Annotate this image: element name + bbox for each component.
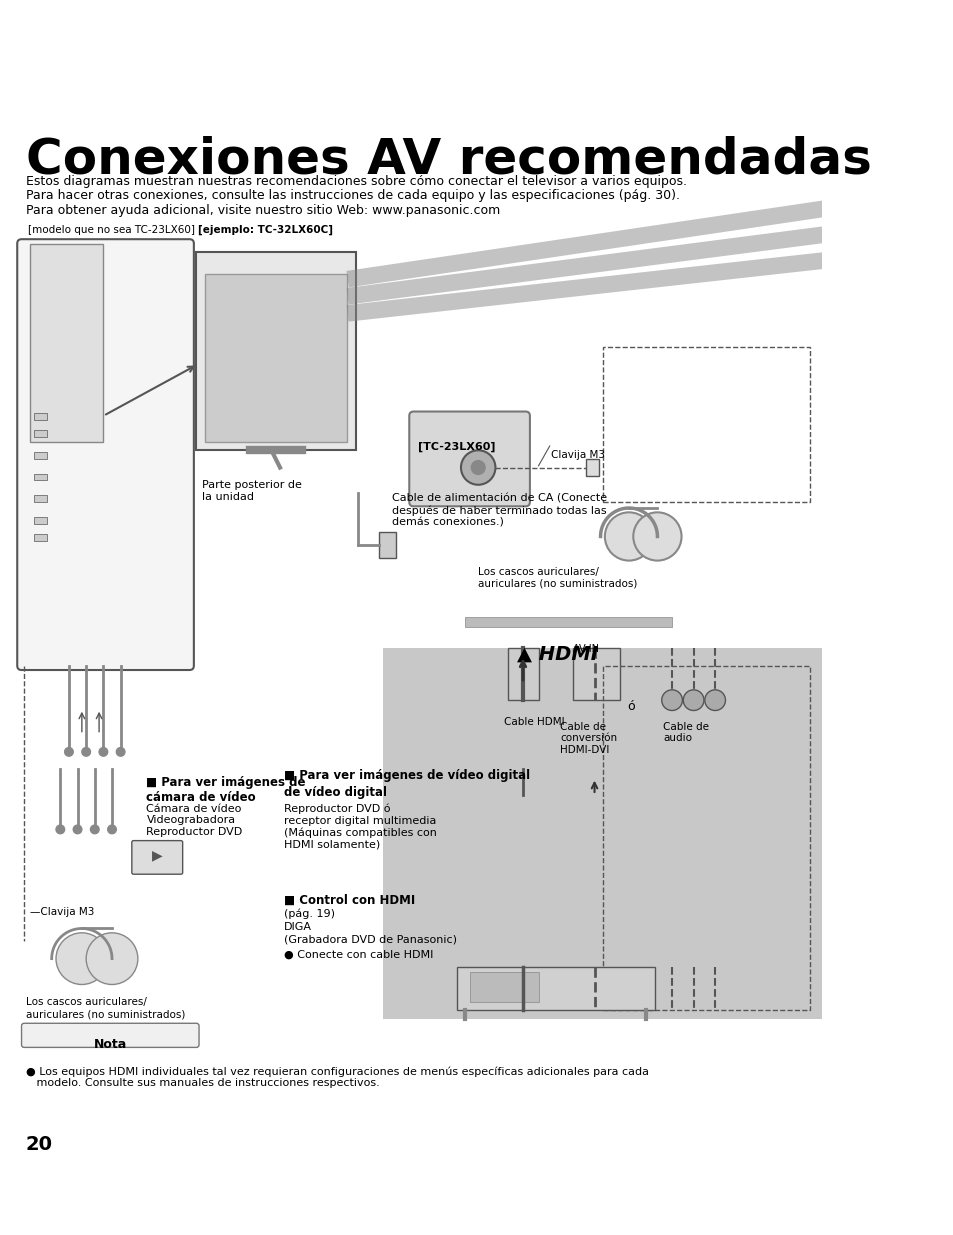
Bar [602,347,809,501]
Circle shape [82,747,91,756]
FancyBboxPatch shape [22,1024,199,1047]
FancyBboxPatch shape [409,411,529,506]
Bar [34,473,48,480]
Text: Cámara de vídeo
Videograbadora
Reproductor DVD: Cámara de vídeo Videograbadora Reproduct… [147,804,242,837]
Circle shape [661,690,681,710]
Circle shape [56,825,65,834]
Circle shape [56,932,108,984]
Text: Cable HDMI: Cable HDMI [503,718,564,727]
Circle shape [471,461,484,474]
Text: Reproductor DVD ó
receptor digital multimedia
(Máquinas compatibles con
HDMI sol: Reproductor DVD ó receptor digital multi… [284,804,436,850]
Bar [508,648,537,700]
Bar [378,532,395,558]
Text: Los cascos auriculares/
auriculares (no suministrados): Los cascos auriculares/ auriculares (no … [26,998,185,1019]
Circle shape [704,690,724,710]
Bar [573,648,619,700]
Text: —Clavija M3: —Clavija M3 [30,906,94,916]
Circle shape [633,513,680,561]
Text: 20: 20 [26,1135,52,1155]
Circle shape [65,747,73,756]
Text: Parte posterior de
la unidad: Parte posterior de la unidad [202,480,302,503]
Text: ● Los equipos HDMI individuales tal vez requieran configuraciones de menús espec: ● Los equipos HDMI individuales tal vez … [26,1066,648,1088]
Text: DIGA
(Grabadora DVD de Panasonic): DIGA (Grabadora DVD de Panasonic) [284,923,456,944]
Text: Cable de alimentación de CA (Conecte
después de haber terminado todas las
demás : Cable de alimentación de CA (Conecte des… [392,493,606,527]
Bar [196,252,355,451]
Text: ■ Control con HDMI: ■ Control con HDMI [284,894,416,906]
Circle shape [460,451,495,485]
Text: ▶: ▶ [152,848,162,862]
Bar [585,459,598,477]
Text: [modelo que no sea TC-23LX60]: [modelo que no sea TC-23LX60] [28,225,194,235]
Text: Conexiones AV recomendadas: Conexiones AV recomendadas [26,136,871,184]
Bar [34,414,48,420]
Text: ■ Para ver imágenes de
cámara de vídeo: ■ Para ver imágenes de cámara de vídeo [147,776,306,804]
Circle shape [116,747,125,756]
Text: [ejemplo: TC-32LX60C]: [ejemplo: TC-32LX60C] [198,225,333,235]
Bar [34,516,48,524]
Bar [465,616,671,627]
Text: (pág. 19): (pág. 19) [284,909,335,919]
Bar [469,972,537,1002]
Bar [602,666,809,1010]
Circle shape [91,825,99,834]
Text: Nota: Nota [93,1037,127,1051]
Circle shape [86,932,138,984]
Bar [456,967,654,1010]
Text: ● Conecte con cable HDMI: ● Conecte con cable HDMI [284,950,434,960]
Circle shape [73,825,82,834]
Text: Los cascos auriculares/
auriculares (no suministrados): Los cascos auriculares/ auriculares (no … [477,567,637,588]
Text: ■ Para ver imágenes de vídeo digital: ■ Para ver imágenes de vídeo digital [284,769,530,782]
Text: Cable de
audio: Cable de audio [662,721,709,743]
Text: de vídeo digital: de vídeo digital [284,787,387,799]
Bar [34,431,48,437]
Text: ó: ó [627,700,635,713]
FancyBboxPatch shape [17,240,193,671]
Text: Clavija M3: Clavija M3 [551,451,605,461]
Text: ▲ HDMI: ▲ HDMI [517,645,598,663]
Bar [205,274,347,442]
Text: Para hacer otras conexiones, consulte las instrucciones de cada equipo y las esp: Para hacer otras conexiones, consulte la… [26,189,679,203]
Text: Cable de
conversión
HDMI-DVI: Cable de conversión HDMI-DVI [559,721,617,755]
Bar [34,495,48,501]
Text: [TC-23LX60]: [TC-23LX60] [417,442,495,452]
Bar [383,648,821,1019]
Bar [34,534,48,541]
Text: AV IN: AV IN [573,645,598,655]
Circle shape [604,513,653,561]
Circle shape [108,825,116,834]
Bar [34,452,48,459]
Bar [30,243,103,442]
Text: Para obtener ayuda adicional, visite nuestro sitio Web: www.panasonic.com: Para obtener ayuda adicional, visite nue… [26,204,499,217]
Circle shape [99,747,108,756]
FancyBboxPatch shape [132,841,182,874]
Text: Estos diagramas muestran nuestras recomendaciones sobre cómo conectar el televis: Estos diagramas muestran nuestras recome… [26,174,686,188]
Circle shape [682,690,703,710]
